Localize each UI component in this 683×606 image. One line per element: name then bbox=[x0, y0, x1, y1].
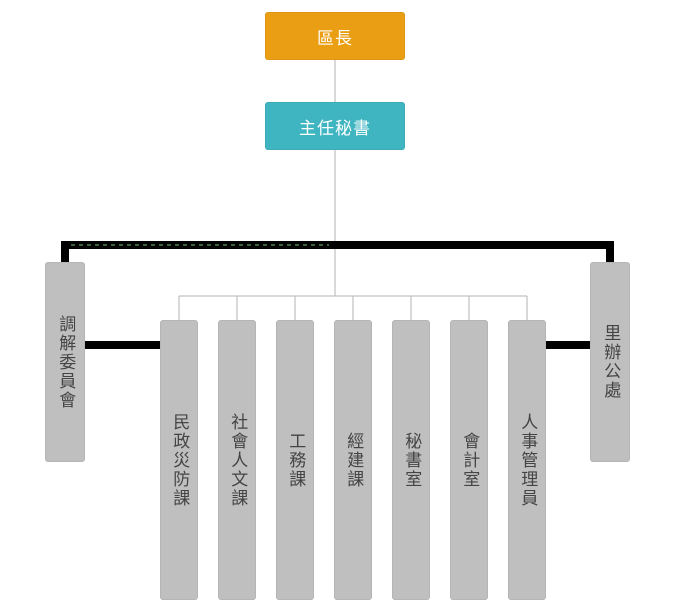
node-dept-6: 人事管理員 bbox=[508, 320, 546, 600]
node-label: 民政災防課 bbox=[169, 413, 189, 508]
node-label: 秘書室 bbox=[401, 432, 421, 489]
node-dept-1: 社會人文課 bbox=[218, 320, 256, 600]
node-label: 區長 bbox=[317, 24, 353, 49]
node-label: 社會人文課 bbox=[227, 413, 247, 508]
org-chart: 區長 主任秘書 調解委員會 里辦公處 民政災防課 社會人文課 工務課 經建課 秘… bbox=[0, 0, 683, 606]
node-dept-2: 工務課 bbox=[276, 320, 314, 600]
node-mediation-committee: 調解委員會 bbox=[45, 262, 85, 462]
node-dept-4: 秘書室 bbox=[392, 320, 430, 600]
node-label: 里辦公處 bbox=[600, 324, 620, 400]
node-dept-3: 經建課 bbox=[334, 320, 372, 600]
node-district-chief: 區長 bbox=[265, 12, 405, 60]
node-dept-0: 民政災防課 bbox=[160, 320, 198, 600]
node-neighborhood-office: 里辦公處 bbox=[590, 262, 630, 462]
node-label: 調解委員會 bbox=[55, 315, 75, 410]
node-label: 主任秘書 bbox=[299, 114, 371, 139]
node-dept-5: 會計室 bbox=[450, 320, 488, 600]
node-chief-secretary: 主任秘書 bbox=[265, 102, 405, 150]
node-label: 人事管理員 bbox=[517, 413, 537, 508]
node-label: 會計室 bbox=[459, 432, 479, 489]
node-label: 經建課 bbox=[343, 432, 363, 489]
node-label: 工務課 bbox=[285, 432, 305, 489]
